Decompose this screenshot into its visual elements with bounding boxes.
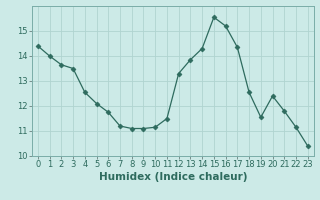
X-axis label: Humidex (Indice chaleur): Humidex (Indice chaleur) <box>99 172 247 182</box>
